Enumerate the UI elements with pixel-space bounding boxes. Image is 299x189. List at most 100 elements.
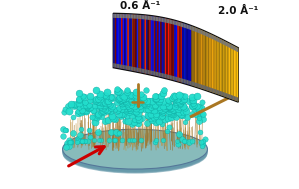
Polygon shape	[196, 28, 198, 33]
Point	[122, 98, 127, 101]
Polygon shape	[226, 42, 227, 98]
Point	[182, 139, 187, 143]
Point	[196, 119, 201, 122]
Point	[90, 115, 94, 118]
Ellipse shape	[62, 132, 208, 172]
Point	[200, 101, 205, 104]
Polygon shape	[160, 18, 162, 77]
Point	[114, 130, 119, 133]
Polygon shape	[137, 68, 138, 72]
Point	[145, 121, 150, 124]
Polygon shape	[165, 74, 166, 78]
Polygon shape	[149, 16, 151, 74]
Point	[70, 131, 75, 134]
Polygon shape	[180, 78, 182, 82]
Point	[107, 104, 112, 107]
Point	[95, 130, 100, 133]
Point	[60, 127, 65, 130]
Point	[87, 106, 91, 109]
Point	[109, 106, 114, 109]
Point	[119, 100, 124, 103]
Polygon shape	[118, 14, 120, 68]
Polygon shape	[180, 22, 182, 82]
Point	[126, 110, 131, 113]
Point	[109, 115, 114, 118]
Point	[136, 115, 141, 119]
Point	[91, 109, 95, 112]
Point	[85, 105, 89, 108]
Point	[112, 138, 117, 141]
Polygon shape	[168, 19, 170, 23]
Point	[60, 134, 65, 137]
Point	[141, 98, 146, 101]
Point	[134, 91, 139, 94]
Point	[76, 106, 81, 109]
Point	[190, 112, 194, 115]
Point	[160, 108, 164, 111]
Polygon shape	[126, 14, 127, 70]
Point	[168, 107, 173, 110]
Polygon shape	[191, 26, 193, 86]
Point	[130, 138, 135, 141]
Point	[199, 145, 204, 148]
Point	[99, 109, 104, 112]
Point	[179, 112, 184, 115]
Point	[150, 109, 155, 112]
Polygon shape	[163, 74, 165, 78]
Polygon shape	[141, 15, 143, 73]
Point	[125, 88, 130, 91]
Ellipse shape	[62, 133, 208, 173]
Polygon shape	[201, 30, 202, 35]
Point	[125, 119, 130, 122]
Point	[118, 96, 122, 99]
Point	[68, 141, 73, 144]
Point	[172, 101, 177, 104]
Polygon shape	[132, 15, 134, 19]
Point	[142, 101, 147, 104]
Polygon shape	[171, 75, 173, 80]
Polygon shape	[204, 31, 205, 90]
Polygon shape	[151, 70, 152, 75]
Point	[119, 114, 123, 117]
Point	[190, 99, 195, 102]
Ellipse shape	[62, 130, 208, 170]
Point	[130, 122, 135, 125]
Point	[64, 146, 69, 149]
Point	[87, 107, 91, 110]
Point	[196, 117, 201, 120]
Text: 2.0 Å⁻¹: 2.0 Å⁻¹	[218, 6, 259, 16]
Point	[176, 105, 181, 108]
Point	[116, 97, 121, 100]
Point	[93, 97, 98, 100]
Point	[102, 105, 107, 108]
Point	[65, 141, 69, 144]
Point	[133, 118, 138, 121]
Point	[176, 98, 180, 101]
Point	[162, 117, 167, 120]
Point	[86, 139, 91, 142]
Polygon shape	[187, 80, 188, 84]
Point	[166, 116, 171, 119]
Point	[179, 113, 184, 116]
Point	[153, 104, 158, 107]
Point	[129, 103, 133, 106]
Point	[166, 107, 170, 110]
Polygon shape	[148, 16, 149, 20]
Polygon shape	[113, 63, 115, 67]
Point	[83, 101, 87, 104]
Polygon shape	[237, 47, 238, 52]
Ellipse shape	[62, 131, 208, 171]
Polygon shape	[221, 39, 223, 96]
Polygon shape	[123, 14, 124, 18]
Point	[160, 108, 165, 112]
Polygon shape	[160, 73, 162, 77]
Point	[110, 105, 115, 108]
Polygon shape	[163, 18, 165, 22]
Point	[96, 97, 101, 100]
Polygon shape	[224, 41, 226, 46]
Polygon shape	[202, 31, 204, 35]
Point	[78, 133, 83, 136]
Polygon shape	[201, 30, 202, 89]
Point	[115, 100, 119, 103]
Point	[134, 99, 139, 102]
